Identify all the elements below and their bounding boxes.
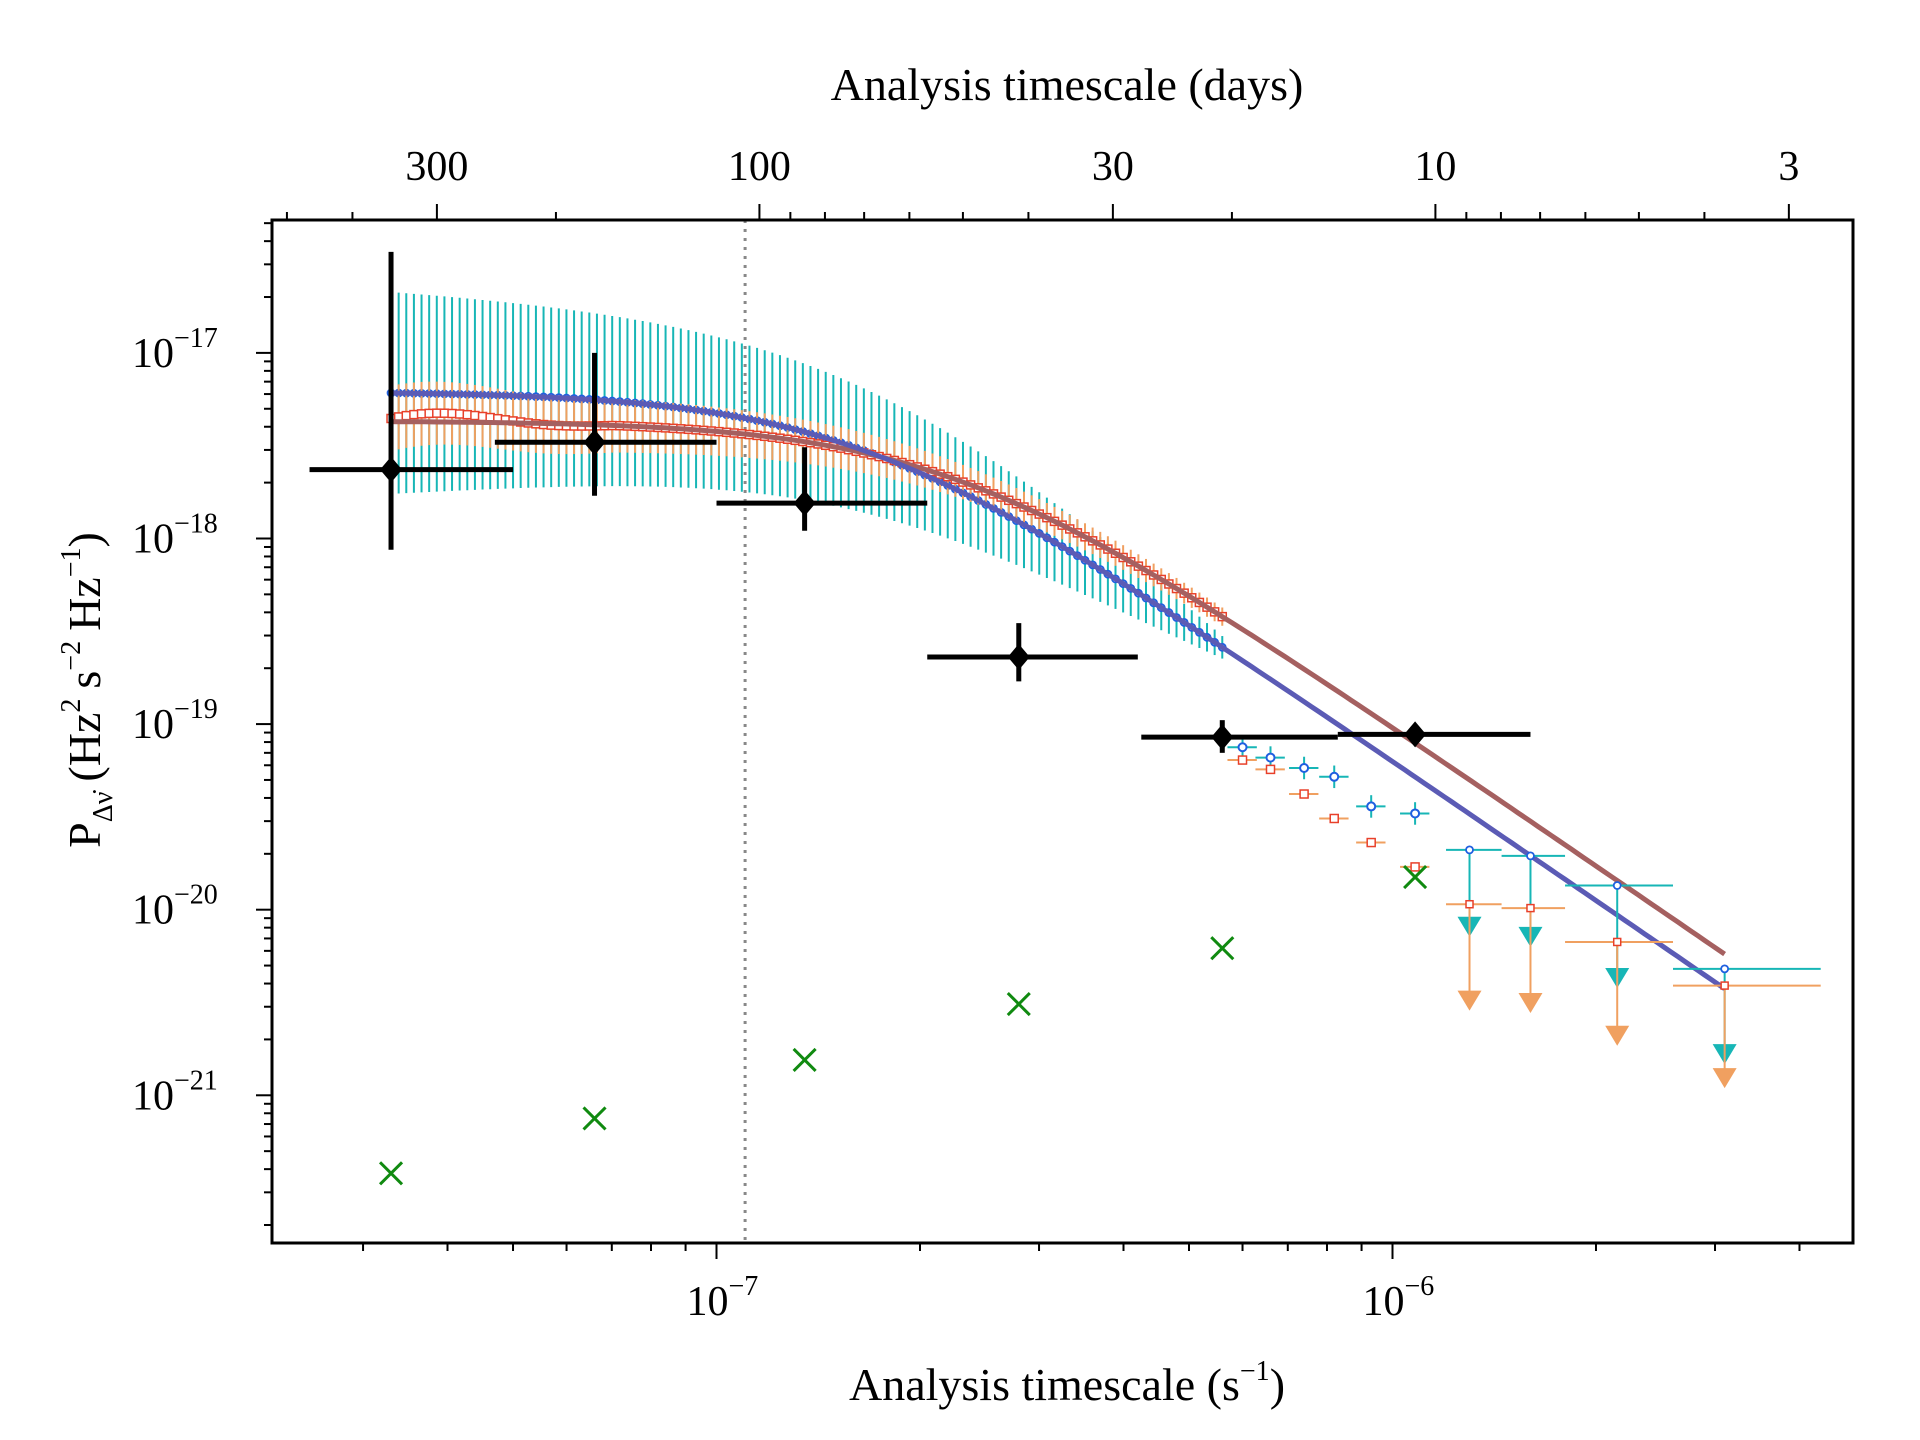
blue-upper-limit-point bbox=[1720, 964, 1730, 974]
model-curve-red bbox=[390, 419, 1727, 957]
blue-binned-point bbox=[1237, 742, 1248, 753]
blue-binned-point bbox=[1366, 801, 1377, 812]
green-cross bbox=[1403, 864, 1428, 890]
red-dense-point bbox=[470, 410, 480, 421]
blue-binned-point bbox=[1299, 762, 1310, 773]
red-dense-point bbox=[409, 409, 419, 420]
red-upper-limit-point bbox=[1612, 937, 1622, 947]
green-cross bbox=[378, 1161, 404, 1186]
y-axis-title-hz: Hz bbox=[59, 577, 110, 631]
red-upper-limit-point bbox=[1526, 903, 1535, 913]
x-tick-label: 10−6 bbox=[1362, 1271, 1434, 1325]
top-tick-label: 100 bbox=[728, 144, 791, 190]
top-tick-label: 300 bbox=[405, 144, 468, 190]
red-upper-limit-arrow bbox=[1605, 1025, 1630, 1046]
y-tick-label: 10−21 bbox=[132, 1065, 218, 1119]
black-point-diamond bbox=[793, 490, 816, 517]
red-dense-point bbox=[439, 408, 450, 418]
green-cross bbox=[1006, 992, 1031, 1017]
red-dense-point bbox=[416, 409, 427, 419]
y-tick-label: 10−20 bbox=[132, 880, 218, 934]
plot-frame bbox=[270, 218, 1855, 1245]
green-cross bbox=[1210, 936, 1235, 961]
y-tick-label: 10−19 bbox=[132, 694, 218, 748]
black-point-diamond bbox=[583, 429, 606, 456]
red-binned-point bbox=[1366, 837, 1376, 848]
red-dense-point bbox=[401, 410, 412, 421]
blue-binned-point bbox=[1265, 752, 1276, 763]
y-axis-title-units: (Hz bbox=[59, 713, 110, 782]
y-axis-title-sup3: −1 bbox=[56, 547, 87, 577]
y-axis-title-s: s bbox=[59, 671, 110, 689]
red-dense-point bbox=[477, 411, 488, 422]
red-upper-limit-arrow bbox=[1712, 1068, 1737, 1089]
red-dense-point bbox=[432, 408, 442, 418]
x-axis-title: Analysis timescale (s−1) bbox=[849, 1356, 1285, 1410]
red-upper-limit-arrow bbox=[1457, 990, 1482, 1011]
black-point-diamond bbox=[380, 456, 403, 483]
blue-binned-point bbox=[1329, 771, 1340, 782]
y-axis-title-sub: Δν̇ bbox=[88, 790, 119, 823]
green-cross bbox=[792, 1047, 817, 1073]
top-tick-label: 30 bbox=[1092, 144, 1134, 190]
top-tick-label: 3 bbox=[1778, 144, 1799, 190]
y-axis-title: PΔν̇ (Hz2 s−2 Hz−1) bbox=[56, 532, 119, 848]
model-curve-blue bbox=[390, 390, 1727, 991]
red-upper-limit-point bbox=[1465, 899, 1474, 909]
y-axis-title-close: ) bbox=[59, 532, 110, 547]
red-dense-point bbox=[454, 409, 465, 419]
x-axis-title-sup: −1 bbox=[1240, 1356, 1270, 1387]
red-binned-point bbox=[1299, 789, 1309, 799]
top-x-axis-title: Analysis timescale (days) bbox=[831, 59, 1304, 110]
red-binned-point bbox=[1410, 862, 1420, 872]
black-point-diamond bbox=[1211, 724, 1234, 751]
red-dense-point bbox=[447, 408, 457, 419]
blue-upper-limit-point bbox=[1612, 881, 1622, 890]
black-point-diamond bbox=[1007, 643, 1030, 670]
y-axis-title-p: P bbox=[59, 822, 110, 848]
blue-upper-limit-point bbox=[1465, 845, 1474, 855]
red-binned-point bbox=[1237, 755, 1248, 765]
x-axis-title-text: Analysis timescale (s bbox=[849, 1359, 1240, 1410]
red-upper-limit-point bbox=[1720, 981, 1729, 990]
x-axis-title-close: ) bbox=[1270, 1359, 1285, 1410]
red-dense-point bbox=[462, 409, 473, 420]
black-point-diamond bbox=[1404, 721, 1427, 748]
y-axis-title-sup1: 2 bbox=[56, 699, 87, 713]
blue-upper-limit-point bbox=[1526, 851, 1535, 861]
y-tick-label: 10−17 bbox=[132, 323, 218, 377]
red-binned-point bbox=[1265, 764, 1276, 775]
top-tick-label: 10 bbox=[1414, 144, 1456, 190]
red-dense-point bbox=[424, 408, 434, 419]
green-cross bbox=[582, 1106, 607, 1131]
x-tick-label: 10−7 bbox=[687, 1271, 759, 1325]
y-tick-label: 10−18 bbox=[132, 508, 218, 562]
red-upper-limit-arrow bbox=[1518, 993, 1543, 1014]
blue-binned-point bbox=[1410, 808, 1421, 819]
red-binned-point bbox=[1329, 813, 1339, 824]
y-axis-title-sup2: −2 bbox=[56, 641, 87, 671]
